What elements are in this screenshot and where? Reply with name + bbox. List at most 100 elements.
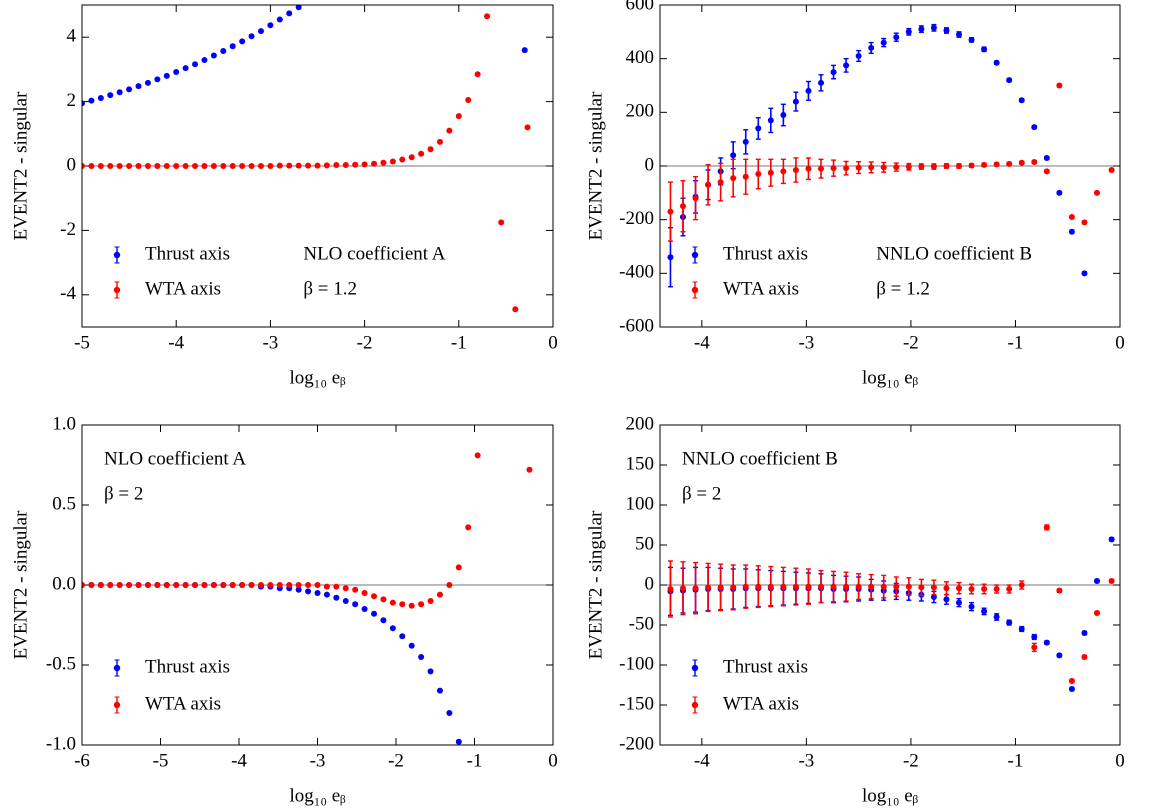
x-tick-label: -1	[451, 332, 467, 353]
data-point	[1068, 686, 1075, 692]
data-point	[210, 52, 217, 59]
data-point	[116, 163, 123, 169]
y-tick-label: -50	[629, 613, 654, 634]
data-point	[116, 89, 123, 96]
data-point	[767, 169, 774, 176]
data-point	[107, 163, 114, 169]
data-point	[323, 591, 330, 598]
data-point	[173, 163, 180, 169]
data-point	[418, 654, 425, 660]
data-point	[126, 86, 133, 93]
x-axis-title: log₁₀ eᵦ	[289, 367, 346, 388]
data-point	[680, 203, 686, 210]
data-point	[1006, 586, 1013, 592]
y-tick-label: 0.0	[52, 573, 76, 594]
data-point	[843, 583, 850, 590]
x-tick-label: 0	[1115, 332, 1125, 353]
data-point	[780, 168, 787, 175]
data-point	[981, 46, 988, 53]
y-tick-label: 1.0	[52, 413, 76, 434]
y-tick-label: -2	[60, 219, 76, 240]
data-point	[446, 582, 453, 588]
y-tick-label: -100	[619, 653, 654, 674]
data-point	[742, 583, 749, 590]
data-point	[436, 591, 443, 598]
data-point	[512, 306, 519, 313]
data-point	[276, 582, 283, 588]
data-point	[968, 162, 975, 169]
x-tick-label: -2	[388, 750, 404, 771]
data-point	[1031, 644, 1038, 651]
data-point	[295, 162, 302, 169]
data-point	[267, 163, 274, 169]
y-axis-title: EVENT2 - singular	[585, 510, 606, 659]
data-point	[868, 583, 875, 590]
data-point	[692, 195, 699, 202]
data-point	[286, 10, 293, 17]
data-point	[818, 583, 824, 590]
annotation: NNLO coefficient B	[682, 448, 838, 469]
data-point	[436, 138, 443, 145]
x-tick-label: -1	[1008, 332, 1024, 353]
data-point	[1081, 219, 1088, 226]
data-point	[692, 585, 699, 592]
data-point	[323, 583, 330, 590]
y-tick-label: -200	[619, 208, 654, 229]
x-tick-label: -3	[798, 332, 814, 353]
data-point	[144, 79, 151, 86]
y-tick-label: -400	[619, 262, 654, 283]
data-point	[220, 48, 227, 55]
legend-entry: WTA axis	[113, 278, 221, 299]
data-point	[930, 594, 937, 600]
data-point	[361, 590, 368, 596]
data-point	[918, 584, 925, 591]
data-point	[981, 586, 988, 592]
data-point	[389, 599, 396, 606]
data-point	[755, 583, 762, 590]
data-point	[730, 152, 737, 159]
x-tick-label: 0	[548, 750, 558, 771]
panel: -5 -4 -3 -2 -1 0 -4 -2 0 2 4 log₁₀ eᵦ EVENT2 - singu…	[10, 4, 558, 388]
data-point	[1006, 77, 1013, 84]
data-point	[380, 159, 387, 166]
data-point	[855, 164, 862, 171]
data-point	[154, 163, 161, 169]
data-point	[1081, 270, 1088, 277]
data-point	[163, 582, 170, 588]
x-tick-label: -4	[168, 332, 184, 353]
data-point	[524, 124, 531, 131]
legend-label: Thrust axis	[723, 656, 808, 677]
data-point	[717, 584, 724, 591]
data-point	[742, 173, 749, 180]
data-point	[465, 524, 472, 531]
data-point	[107, 582, 114, 588]
legend-label: Thrust axis	[723, 243, 808, 264]
data-point	[792, 167, 799, 174]
data-point	[257, 582, 264, 588]
data-point	[97, 163, 104, 169]
x-tick-label: -2	[903, 332, 919, 353]
data-point	[968, 36, 975, 43]
data-point	[333, 594, 340, 601]
data-point	[780, 112, 787, 119]
plot-frame	[659, 424, 1121, 746]
data-point	[88, 163, 95, 169]
data-point	[930, 163, 937, 170]
data-point	[182, 582, 189, 588]
data-point	[286, 582, 293, 588]
data-point	[182, 65, 189, 72]
data-point	[144, 163, 151, 169]
data-point	[818, 79, 824, 86]
legend-marker	[113, 701, 121, 709]
x-tick-label: -4	[694, 332, 710, 353]
data-point	[956, 585, 962, 592]
annotation: NLO coefficient A	[303, 243, 445, 264]
data-point	[446, 710, 453, 716]
x-tick-label: -3	[262, 332, 278, 353]
legend-entry: WTA axis	[691, 278, 799, 299]
data-point	[135, 163, 142, 169]
data-point	[427, 146, 434, 153]
data-point	[474, 452, 481, 459]
